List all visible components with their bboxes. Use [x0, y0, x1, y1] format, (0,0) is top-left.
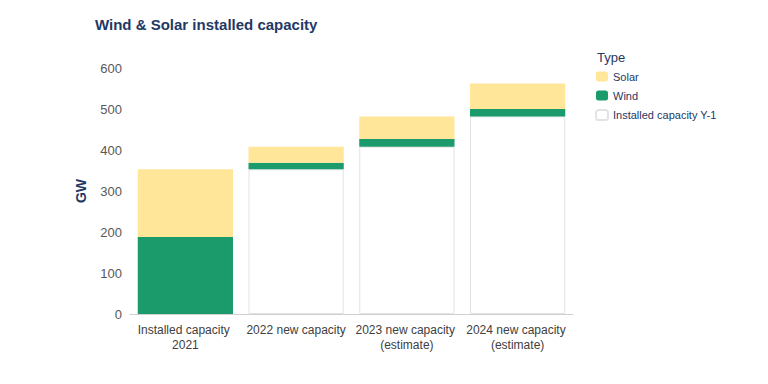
- svg-text:2021: 2021: [172, 338, 199, 352]
- svg-text:Wind & Solar installed capacit: Wind & Solar installed capacity: [95, 16, 318, 33]
- svg-text:GW: GW: [73, 178, 89, 203]
- svg-text:2023 new capacity: 2023 new capacity: [356, 323, 459, 337]
- svg-text:(estimate): (estimate): [491, 338, 544, 352]
- svg-text:(estimate): (estimate): [380, 338, 433, 352]
- svg-text:Installed capacity Y-1: Installed capacity Y-1: [613, 109, 716, 121]
- svg-text:600: 600: [100, 61, 122, 76]
- svg-text:300: 300: [100, 184, 122, 199]
- svg-text:Solar: Solar: [613, 71, 639, 83]
- svg-text:2022 new capacity: 2022 new capacity: [246, 323, 345, 337]
- svg-text:200: 200: [100, 225, 122, 240]
- svg-text:100: 100: [100, 266, 122, 281]
- svg-text:400: 400: [100, 143, 122, 158]
- svg-text:0: 0: [115, 307, 122, 322]
- svg-text:Wind: Wind: [613, 90, 638, 102]
- svg-text:Type: Type: [597, 50, 625, 65]
- svg-text:Installed capacity: Installed capacity: [138, 323, 233, 337]
- svg-text:500: 500: [100, 102, 122, 117]
- svg-text:2024 new capacity: 2024 new capacity: [466, 323, 569, 337]
